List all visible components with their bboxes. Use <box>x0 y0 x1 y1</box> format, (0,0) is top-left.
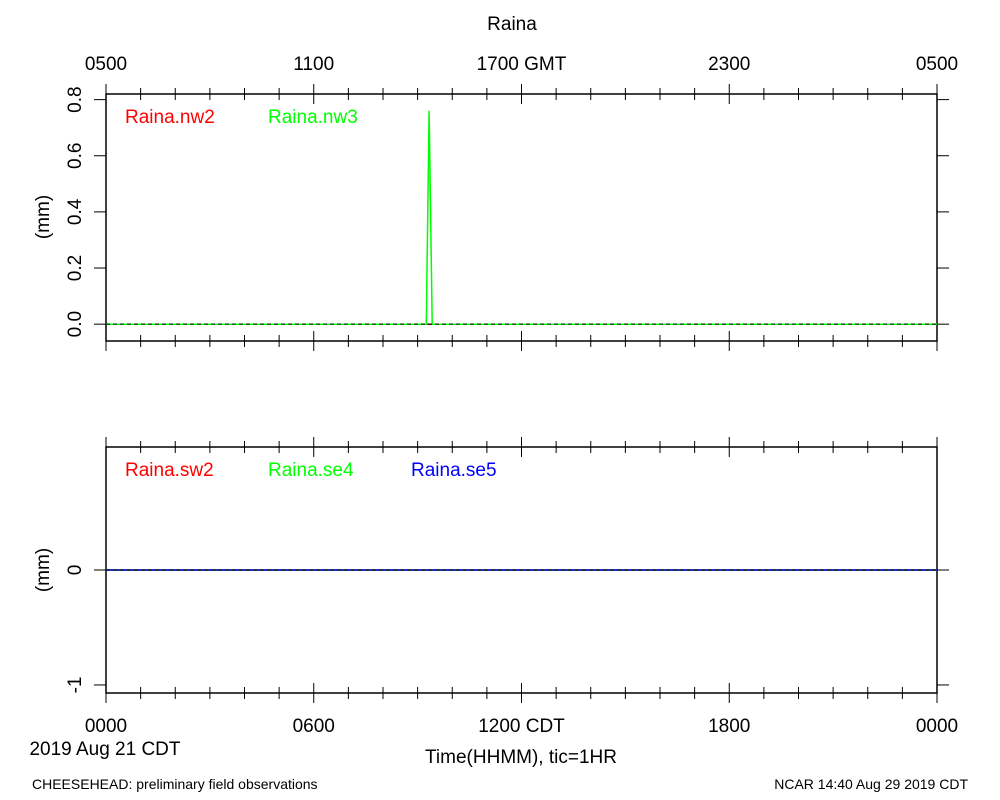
y-tick-label: 0.6 <box>65 143 86 169</box>
top-axis-tick-label: 1100 <box>293 54 334 75</box>
y-tick-label: 0.0 <box>65 311 86 337</box>
y-tick-label: 0.8 <box>65 86 86 112</box>
legend-entry-Raina-sw2: Raina.sw2 <box>125 460 214 481</box>
bottom-axis-tick-label: 0000 <box>916 716 958 737</box>
bottom-axis-tick-label: 1200 CDT <box>478 716 565 737</box>
bottom-axis-tick-labels: 0000 0600 1200 CDT 1800 0000 <box>85 716 958 737</box>
series-line-Raina-nw3 <box>106 110 937 325</box>
legend-entry-Raina-se4: Raina.se4 <box>268 460 354 481</box>
y-tick-label: 0 <box>65 565 86 576</box>
footer-right: NCAR 14:40 Aug 29 2019 CDT <box>774 776 968 792</box>
panel-top-ylabel: (mm) <box>33 195 54 239</box>
y-tick-label: 0.2 <box>65 255 86 281</box>
legend-entry-Raina-se5: Raina.se5 <box>411 460 497 481</box>
footer-left: CHEESEHEAD: preliminary field observatio… <box>32 776 318 792</box>
y-tick-label: -1 <box>65 677 86 694</box>
top-axis-tick-labels: 0500 1100 1700 GMT 2300 0500 <box>85 54 958 75</box>
legend-entry-Raina-nw3: Raina.nw3 <box>268 107 358 128</box>
top-axis-tick-label: 1700 GMT <box>477 54 567 75</box>
bottom-axis-tick-label: 0000 <box>85 716 127 737</box>
panel-bottom-ylabel: (mm) <box>33 548 54 592</box>
top-axis-tick-label: 2300 <box>708 54 750 75</box>
x-axis-label: Time(HHMM), tic=1HR <box>425 747 617 768</box>
y-tick-label: 0.4 <box>65 198 86 225</box>
legend-entry-Raina-nw2: Raina.nw2 <box>125 107 215 128</box>
plot-frame <box>105 93 938 342</box>
bottom-axis-tick-label: 1800 <box>708 716 750 737</box>
panel-top: (mm) 0.0 0.2 0.4 0.6 0.8 Raina.nw2 Raina.nw3 <box>33 84 949 351</box>
chart-title: Raina <box>487 14 537 35</box>
date-label: 2019 Aug 21 CDT <box>29 739 180 760</box>
bottom-axis-tick-label: 0600 <box>293 716 335 737</box>
top-axis-tick-label: 0500 <box>85 54 127 75</box>
top-axis-tick-label: 0500 <box>916 54 958 75</box>
panel-bottom: (mm) -1 0 Raina.sw2 Raina.se4 Raina.se5 <box>33 437 949 703</box>
